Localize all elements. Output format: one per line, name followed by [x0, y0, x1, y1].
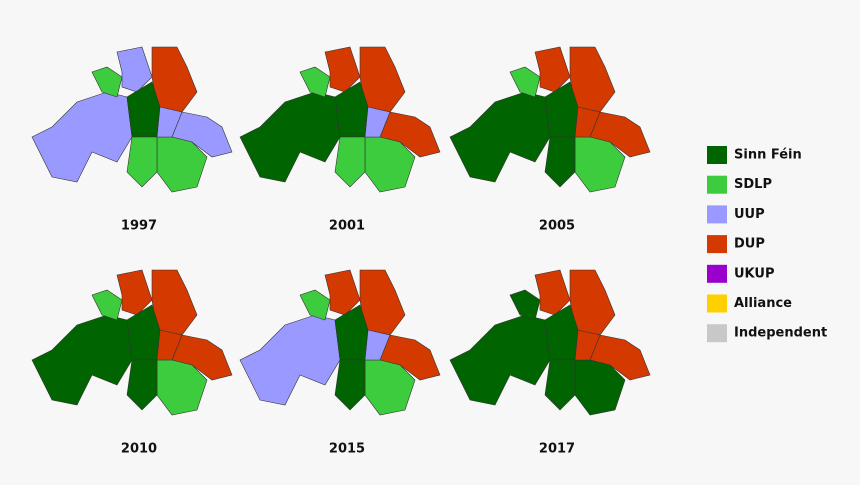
map-year-label: 2001	[329, 219, 365, 234]
legend-swatch	[707, 205, 727, 224]
constituency	[126, 136, 158, 188]
constituency	[91, 289, 123, 321]
map-year-label: 2010	[121, 442, 157, 457]
legend-swatch	[707, 264, 727, 283]
map-year-label: 2017	[539, 442, 575, 457]
map-year-label: 2015	[329, 442, 365, 457]
map-year-label: 1997	[121, 219, 157, 234]
constituency	[299, 66, 331, 98]
constituency	[359, 46, 406, 113]
constituency	[574, 136, 626, 193]
legend-label: UUP	[734, 207, 765, 222]
constituency	[574, 359, 626, 416]
constituency	[151, 46, 198, 113]
legend-swatch	[707, 324, 727, 343]
constituency	[569, 269, 616, 336]
constituency	[364, 106, 391, 138]
legend-label: DUP	[734, 237, 765, 252]
legend-label: Independent	[734, 326, 827, 341]
constituency	[156, 359, 208, 416]
constituency-map	[31, 46, 233, 193]
constituency	[364, 359, 416, 416]
constituency	[126, 359, 158, 411]
legend-label: UKUP	[734, 266, 775, 281]
constituency	[359, 269, 406, 336]
constituency	[156, 106, 183, 138]
constituency-map	[449, 269, 651, 416]
legend-swatch	[707, 294, 727, 313]
constituency	[449, 314, 551, 406]
constituency	[509, 289, 541, 321]
constituency	[364, 136, 416, 193]
constituency	[156, 136, 208, 193]
constituency-map	[449, 46, 651, 193]
constituency	[569, 46, 616, 113]
constituency	[299, 289, 331, 321]
legend-swatch	[707, 146, 727, 164]
constituency	[239, 91, 341, 183]
map-year-label: 2005	[539, 219, 575, 234]
constituency-map	[239, 46, 441, 193]
constituency	[364, 329, 391, 361]
constituency	[91, 66, 123, 98]
legend-swatch	[707, 175, 727, 194]
constituency	[31, 314, 133, 406]
legend-label: Sinn Féin	[734, 148, 802, 163]
constituency	[31, 91, 133, 183]
constituency-map	[31, 269, 233, 416]
constituency-map	[239, 269, 441, 416]
constituency	[151, 269, 198, 336]
constituency	[574, 106, 601, 138]
legend-label: Alliance	[734, 296, 792, 311]
constituency	[574, 329, 601, 361]
constituency	[239, 314, 341, 406]
constituency	[449, 91, 551, 183]
constituency	[544, 359, 576, 411]
constituency	[334, 136, 366, 188]
constituency	[334, 359, 366, 411]
constituency	[509, 66, 541, 98]
legend-label: SDLP	[734, 177, 772, 192]
constituency	[544, 136, 576, 188]
legend-swatch	[707, 235, 727, 254]
constituency	[156, 329, 183, 361]
